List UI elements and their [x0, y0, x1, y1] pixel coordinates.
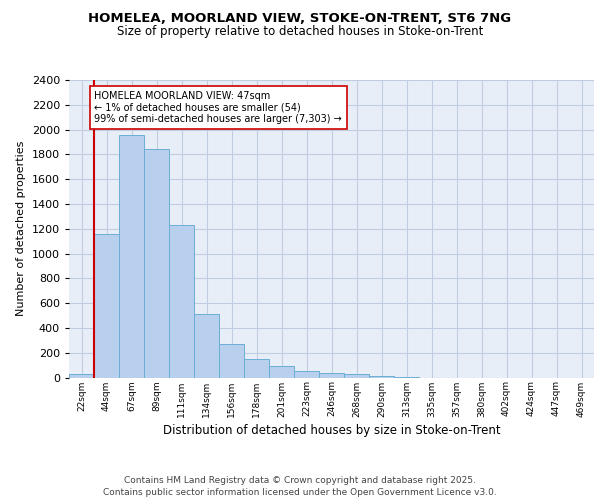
Bar [394, 377, 419, 378]
Y-axis label: Number of detached properties: Number of detached properties [16, 141, 26, 316]
Bar [244, 359, 269, 378]
Bar [219, 344, 244, 378]
Bar [169, 225, 194, 378]
Bar [69, 374, 94, 378]
Bar [94, 234, 119, 378]
Bar [344, 374, 369, 378]
Bar [119, 134, 144, 378]
Text: HOMELEA MOORLAND VIEW: 47sqm
← 1% of detached houses are smaller (54)
99% of sem: HOMELEA MOORLAND VIEW: 47sqm ← 1% of det… [95, 91, 342, 124]
Text: Size of property relative to detached houses in Stoke-on-Trent: Size of property relative to detached ho… [117, 25, 483, 38]
Bar [369, 376, 394, 378]
Text: Contains public sector information licensed under the Open Government Licence v3: Contains public sector information licen… [103, 488, 497, 497]
Bar [294, 372, 319, 378]
Text: HOMELEA, MOORLAND VIEW, STOKE-ON-TRENT, ST6 7NG: HOMELEA, MOORLAND VIEW, STOKE-ON-TRENT, … [88, 12, 512, 26]
Bar [269, 366, 294, 378]
Bar [319, 372, 344, 378]
Text: Contains HM Land Registry data © Crown copyright and database right 2025.: Contains HM Land Registry data © Crown c… [124, 476, 476, 485]
Bar [144, 149, 169, 378]
X-axis label: Distribution of detached houses by size in Stoke-on-Trent: Distribution of detached houses by size … [163, 424, 500, 436]
Bar [194, 314, 219, 378]
